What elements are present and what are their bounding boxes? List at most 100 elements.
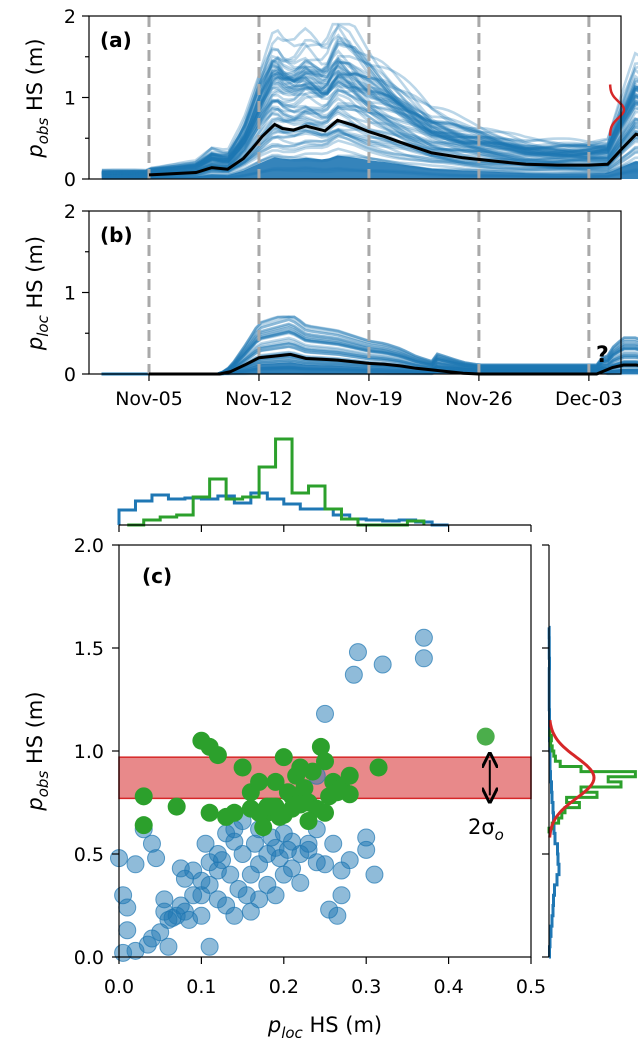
x-tick-label: 0.3 xyxy=(351,976,381,998)
prior-point xyxy=(348,643,367,662)
ensemble-trace xyxy=(101,66,638,175)
ensemble-trace xyxy=(101,130,638,178)
panel-c-top-histogram xyxy=(117,437,532,532)
ensemble-trace xyxy=(101,69,638,175)
prior-point xyxy=(414,649,433,668)
posterior-point xyxy=(134,787,153,806)
panel-a-observation xyxy=(608,84,626,136)
ensemble-trace xyxy=(101,64,638,175)
prior-point xyxy=(266,886,285,905)
prior-point xyxy=(229,880,248,899)
posterior-points xyxy=(134,727,495,837)
panel-b-date-gridlines xyxy=(147,211,591,374)
prior-point xyxy=(357,828,376,847)
date-tick-label: Nov-12 xyxy=(225,388,293,410)
panel-b-mean-line xyxy=(149,352,638,376)
prior-point xyxy=(233,845,252,863)
prior-point xyxy=(213,851,231,870)
prior-point xyxy=(221,865,240,884)
panel-c-label: (c) xyxy=(142,564,172,588)
panel-c-x-ticks: 0.0 0.1 0.2 0.3 0.4 0.5 xyxy=(104,957,546,998)
ensemble-trace xyxy=(101,58,638,175)
ensemble-trace xyxy=(101,76,638,176)
y-tick-label: 1 xyxy=(64,283,76,305)
ensemble-trace xyxy=(101,40,638,174)
prior-point xyxy=(332,886,351,905)
x-tick-label: 0.2 xyxy=(269,976,299,998)
x-tick-label: 0.1 xyxy=(186,976,216,998)
ensemble-trace xyxy=(101,81,638,176)
right-histogram-ticks xyxy=(542,544,549,958)
x-tick-label: 0.4 xyxy=(433,976,463,998)
prior-point xyxy=(344,665,363,684)
prior-point xyxy=(151,923,170,942)
panel-b-date-ticks: Nov-05 Nov-12 Nov-19 Nov-26 Dec-03 xyxy=(115,374,623,410)
prior-point xyxy=(118,921,137,940)
ensemble-trace xyxy=(101,96,638,177)
ensemble-trace xyxy=(101,69,638,176)
panel-c-right-histogram xyxy=(542,544,637,959)
prior-point xyxy=(196,834,215,853)
ensemble-trace xyxy=(101,88,638,176)
top-histogram-prior xyxy=(117,491,449,527)
ensemble-trace xyxy=(101,73,638,176)
ensemble-trace xyxy=(101,72,638,175)
date-tick-label: Nov-26 xyxy=(445,388,513,410)
prior-point xyxy=(278,840,297,859)
panel-b: ? (b) 0 1 2 ploc HS (m) Nov-05 Nov-12 Nov-19… xyxy=(23,201,638,410)
posterior-point xyxy=(167,797,186,816)
ensemble-trace xyxy=(101,26,638,173)
posterior-point xyxy=(254,818,273,837)
ensemble-trace xyxy=(101,147,638,179)
ensemble-trace xyxy=(101,60,638,175)
ensemble-trace xyxy=(101,133,638,179)
ensemble-trace xyxy=(101,71,638,175)
ensemble-trace xyxy=(101,73,638,175)
right-observation-gaussian xyxy=(548,719,596,838)
posterior-point xyxy=(476,727,495,746)
panel-a-label: (a) xyxy=(100,28,132,52)
posterior-point xyxy=(200,803,219,822)
panel-b-label: (b) xyxy=(100,223,133,247)
panel-a-mean-line xyxy=(148,118,638,177)
prior-point xyxy=(241,902,260,921)
question-mark-label: ? xyxy=(596,343,609,368)
prior-point xyxy=(155,890,174,909)
ensemble-trace xyxy=(101,84,638,176)
ensemble-trace xyxy=(101,23,638,173)
prior-point xyxy=(291,873,310,892)
right-histogram-posterior xyxy=(547,728,637,834)
top-histogram-posterior xyxy=(127,437,426,527)
ensemble-trace xyxy=(101,68,638,175)
ensemble-trace xyxy=(101,73,638,176)
prior-point xyxy=(373,655,392,674)
ensemble-trace xyxy=(101,57,638,175)
prior-point xyxy=(200,875,219,894)
panel-c-x-axis-label: ploc HS (m) xyxy=(267,1013,382,1042)
ensemble-dense-fill xyxy=(101,155,638,179)
prior-point xyxy=(175,869,194,888)
prior-point xyxy=(147,849,166,868)
y-tick-label: 0 xyxy=(64,364,76,386)
posterior-point xyxy=(340,785,359,804)
x-tick-label: 0.5 xyxy=(516,976,546,998)
posterior-point xyxy=(311,737,330,756)
prior-point xyxy=(126,855,145,874)
posterior-point xyxy=(270,807,289,826)
panel-b-y-axis-label: ploc HS (m) xyxy=(23,236,52,351)
ensemble-trace xyxy=(101,59,638,175)
ensemble-trace xyxy=(101,56,638,174)
posterior-point xyxy=(217,807,236,826)
ensemble-trace xyxy=(101,69,638,175)
ensemble-trace xyxy=(101,38,638,174)
ensemble-trace xyxy=(101,48,638,174)
ensemble-trace xyxy=(101,98,638,177)
y-tick-label: 2 xyxy=(64,201,76,223)
y-tick-label: 1.5 xyxy=(74,638,104,660)
posterior-point xyxy=(266,772,285,791)
prior-point xyxy=(365,865,384,884)
prior-point xyxy=(332,861,351,880)
y-tick-label: 0.0 xyxy=(74,947,104,969)
ensemble-trace xyxy=(101,24,638,174)
prior-point xyxy=(159,937,178,956)
